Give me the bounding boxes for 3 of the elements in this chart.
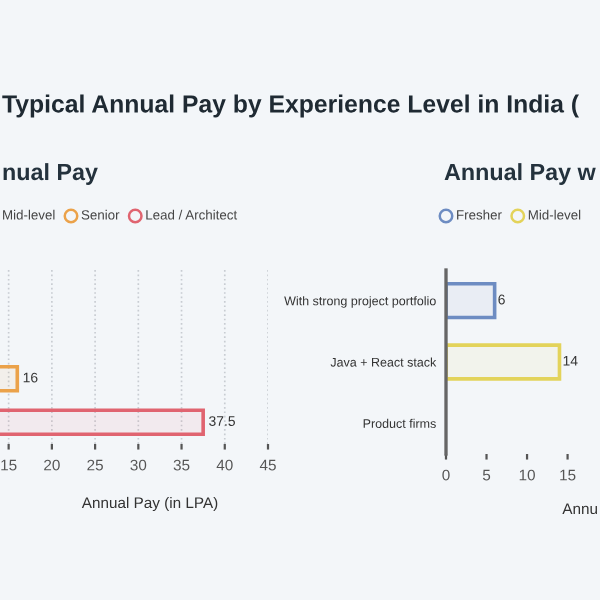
chart-subtitle: Annual Pay w <box>444 163 596 185</box>
chart-title: Typical Annual Pay by Experience Level in India ( <box>2 94 580 118</box>
chart-subtitle: nual Pay <box>3 163 98 185</box>
